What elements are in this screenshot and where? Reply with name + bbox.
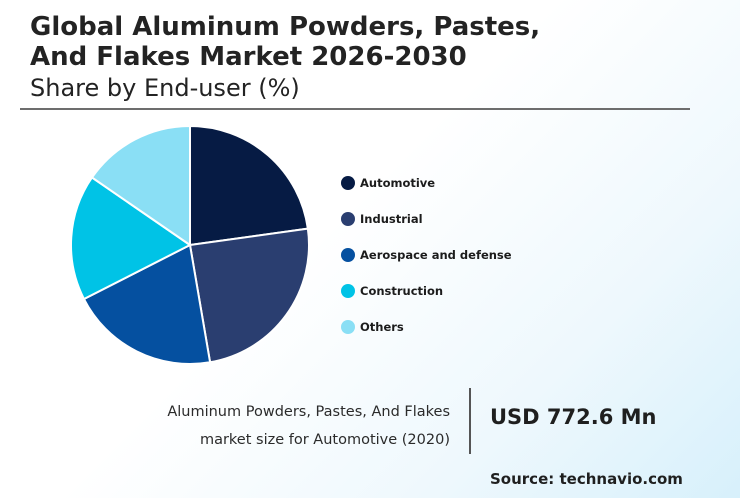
legend-label: Automotive — [360, 176, 436, 190]
chart-subtitle: Share by End-user (%) — [30, 74, 300, 102]
legend-swatch — [341, 248, 355, 262]
title-divider — [20, 108, 690, 110]
legend-label: Aerospace and defense — [360, 248, 512, 262]
market-text-line-2: market size for Automotive (2020) — [199, 432, 450, 448]
legend-label: Industrial — [360, 212, 423, 226]
chart-title: Global Aluminum Powders, Pastes, And Fla… — [30, 12, 540, 72]
market-value: USD 772.6 Mn — [490, 405, 657, 429]
market-size-description: Aluminum Powders, Pastes, And Flakes mar… — [70, 398, 450, 454]
legend-swatch — [341, 320, 355, 334]
chart-title-line-2: And Flakes Market 2026-2030 — [30, 42, 467, 72]
market-text-line-1: Aluminum Powders, Pastes, And Flakes — [167, 404, 450, 420]
pie-slice-aerospace-and-defense — [82, 243, 212, 365]
pie-slice-others — [90, 124, 191, 247]
legend-swatch — [341, 212, 355, 226]
value-divider — [469, 388, 471, 454]
legend-label: Construction — [360, 284, 444, 298]
pie-slice-construction — [70, 176, 192, 301]
legend-swatch — [341, 284, 355, 298]
pie-chart — [70, 124, 310, 365]
chart-title-line-1: Global Aluminum Powders, Pastes, — [30, 12, 541, 42]
source-credit: Source: technavio.com — [490, 470, 683, 488]
pie-slice-automotive — [189, 124, 309, 247]
pie-slice-industrial — [188, 227, 310, 364]
legend-swatch — [341, 176, 355, 190]
legend-label: Others — [360, 320, 404, 334]
